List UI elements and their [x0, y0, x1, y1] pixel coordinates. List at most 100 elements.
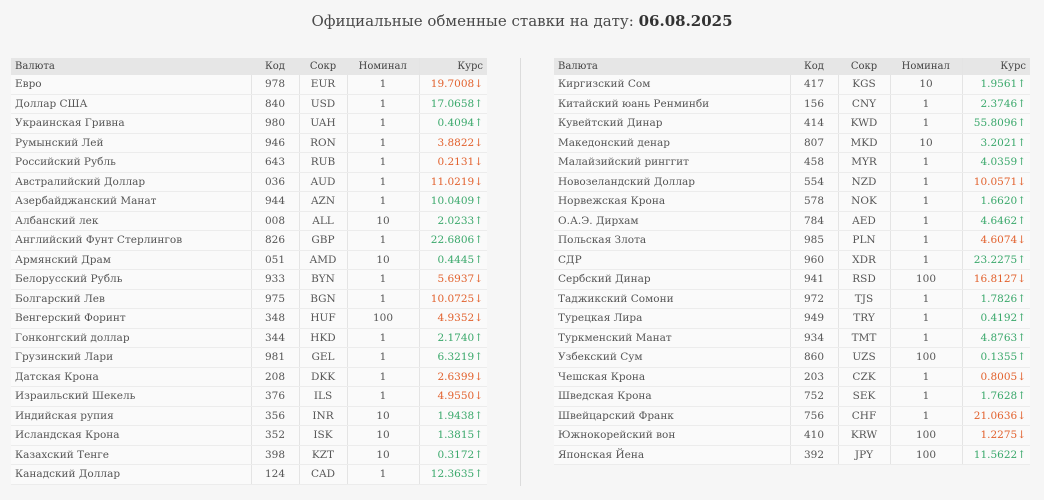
currency-abbr: BYN	[298, 269, 347, 290]
currency-name: СДР	[554, 250, 790, 270]
page-title: Официальные обменные ставки на дату: 06.…	[0, 12, 1044, 30]
rates-table-left: Валюта Код Сокр Номинал Курс Евро 978 EUR 1…	[11, 58, 487, 485]
currency-code: 008	[250, 211, 299, 231]
header-rate: Курс	[961, 58, 1030, 75]
arrow-up-icon: ↑	[474, 331, 483, 344]
currency-name: Канадский Доллар	[11, 464, 251, 485]
currency-code: 960	[789, 250, 838, 270]
arrow-down-icon: ↓	[1017, 175, 1026, 188]
currency-rate: 19.7008↓	[418, 75, 487, 95]
arrow-up-icon: ↑	[1017, 97, 1026, 110]
arrow-up-icon: ↑	[474, 214, 483, 227]
currency-name: Кувейтский Динар	[554, 113, 790, 134]
currency-name: Шведская Крона	[554, 386, 790, 407]
currency-nominal: 1	[346, 113, 419, 134]
rate-value: 10.0409	[430, 195, 475, 208]
currency-nominal: 1	[889, 230, 962, 251]
table-row: Индийская рупия 356 INR 10 1.9438↑	[11, 406, 487, 426]
currency-name: Македонский денар	[554, 133, 790, 153]
currency-name: Чешская Крона	[554, 367, 790, 387]
rate-value: 19.7008	[430, 78, 475, 91]
currency-rate: 4.9352↓	[418, 308, 487, 329]
currency-code: 414	[789, 113, 838, 134]
table-row: Белорусский Рубль 933 BYN 1 5.6937↓	[11, 269, 487, 290]
currency-rate: 12.3635↑	[418, 464, 487, 485]
rate-value: 11.0219	[430, 175, 475, 188]
currency-nominal: 1	[889, 406, 962, 426]
title-prefix: Официальные обменные ставки на дату:	[311, 12, 634, 30]
currency-abbr: TRY	[837, 308, 890, 329]
currency-abbr: MYR	[837, 152, 890, 173]
table-row: Кувейтский Динар 414 KWD 1 55.8096↑	[554, 113, 1030, 134]
currency-code: 344	[250, 328, 299, 348]
table-row: Южнокорейский вон 410 KRW 100 1.2275↓	[554, 425, 1030, 446]
table-row: Армянский Драм 051 AMD 10 0.4445↑	[11, 250, 487, 270]
table-row: Китайский юань Ренминби 156 CNY 1 2.3746↑	[554, 94, 1030, 114]
rate-value: 1.7826	[980, 292, 1018, 305]
currency-nominal: 1	[346, 328, 419, 348]
currency-name: Польская Злота	[554, 230, 790, 251]
arrow-down-icon: ↓	[1017, 429, 1026, 442]
currency-nominal: 10	[889, 75, 962, 95]
currency-rate: 22.6806↑	[418, 230, 487, 251]
header-code: Код	[790, 58, 838, 75]
currency-code: 826	[250, 230, 299, 251]
table-row: Новозеландский Доллар 554 NZD 1 10.0571↓	[554, 172, 1030, 192]
currency-rate: 10.0571↓	[961, 172, 1030, 192]
currency-nominal: 100	[346, 308, 419, 329]
table-row: О.А.Э. Дирхам 784 AED 1 4.6462↑	[554, 211, 1030, 231]
arrow-up-icon: ↑	[474, 448, 483, 461]
table-row: Гонконгский доллар 344 HKD 1 2.1740↑	[11, 328, 487, 348]
currency-code: 975	[250, 289, 299, 309]
currency-name: Болгарский Лев	[11, 289, 251, 309]
arrow-up-icon: ↑	[474, 409, 483, 422]
currency-name: Индийская рупия	[11, 406, 251, 426]
currency-code: 980	[250, 113, 299, 134]
currency-rate: 1.7628↑	[961, 386, 1030, 407]
currency-rate: 16.8127↓	[961, 269, 1030, 290]
currency-abbr: NOK	[837, 191, 890, 212]
currency-name: Китайский юань Ренминби	[554, 94, 790, 114]
currency-code: 398	[250, 445, 299, 465]
currency-code: 554	[789, 172, 838, 192]
arrow-up-icon: ↑	[474, 117, 483, 130]
currency-code: 941	[789, 269, 838, 290]
currency-code: 933	[250, 269, 299, 290]
rate-value: 1.6620	[980, 195, 1018, 208]
currency-code: 756	[789, 406, 838, 426]
currency-code: 124	[250, 464, 299, 485]
currency-abbr: DKK	[298, 367, 347, 387]
currency-rate: 0.4445↑	[418, 250, 487, 270]
rate-value: 5.6937	[437, 273, 475, 286]
arrow-down-icon: ↓	[474, 136, 483, 149]
rate-value: 3.2021	[980, 136, 1018, 149]
currency-rate: 10.0725↓	[418, 289, 487, 309]
currency-code: 348	[250, 308, 299, 329]
currency-name: Казахский Тенге	[11, 445, 251, 465]
currency-abbr: RSD	[837, 269, 890, 290]
currency-rate: 21.0636↓	[961, 406, 1030, 426]
currency-abbr: CAD	[298, 464, 347, 485]
currency-nominal: 1	[889, 289, 962, 309]
table-row: Украинская Гривна 980 UAH 1 0.4094↑	[11, 113, 487, 134]
currency-abbr: CNY	[837, 94, 890, 114]
currency-abbr: KRW	[837, 425, 890, 446]
currency-nominal: 1	[346, 289, 419, 309]
currency-nominal: 10	[346, 425, 419, 446]
header-rate: Курс	[418, 58, 487, 75]
table-row: Венгерский Форинт 348 HUF 100 4.9352↓	[11, 308, 487, 329]
currency-rate: 1.2275↓	[961, 425, 1030, 446]
currency-abbr: USD	[298, 94, 347, 114]
rate-value: 1.2275	[980, 429, 1018, 442]
rate-value: 2.6399	[437, 370, 475, 383]
currency-code: 934	[789, 328, 838, 348]
arrow-up-icon: ↑	[1017, 253, 1026, 266]
currency-name: Албанский лек	[11, 211, 251, 231]
currency-rate: 3.2021↑	[961, 133, 1030, 153]
currency-rate: 0.3172↑	[418, 445, 487, 465]
currency-abbr: AZN	[298, 191, 347, 212]
currency-nominal: 1	[346, 75, 419, 95]
currency-nominal: 1	[346, 94, 419, 114]
table-row: Румынский Лей 946 RON 1 3.8822↓	[11, 133, 487, 153]
table-row: Болгарский Лев 975 BGN 1 10.0725↓	[11, 289, 487, 309]
